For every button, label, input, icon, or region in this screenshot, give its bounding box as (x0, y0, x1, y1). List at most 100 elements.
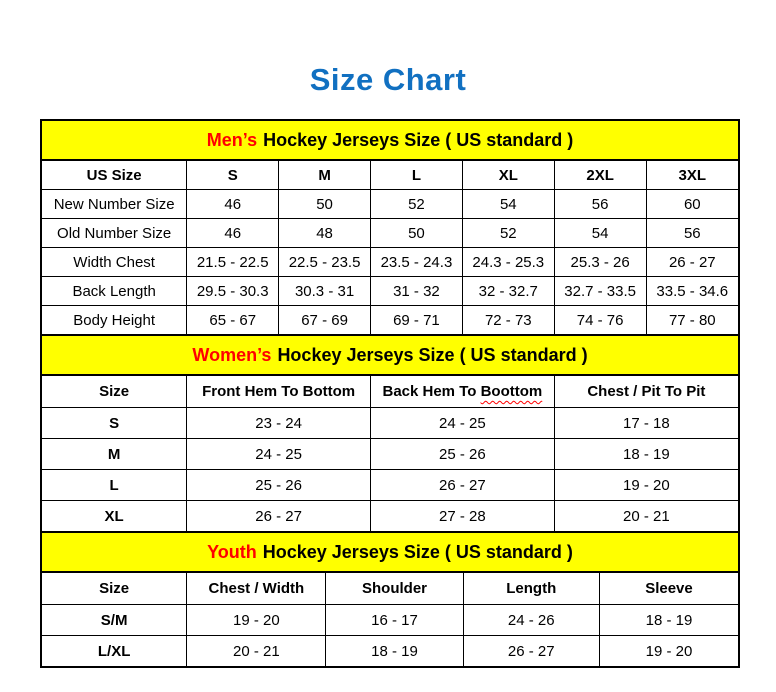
size-value-cell: 67 - 69 (278, 305, 371, 334)
size-value-cell: 19 - 20 (553, 469, 738, 501)
column-header-row: Size Front Hem To Bottom Back Hem To Boott… (42, 376, 738, 408)
size-value-cell: 20 - 21 (553, 500, 738, 531)
size-value-cell: 50 (278, 189, 371, 219)
size-value-cell: 31 - 32 (370, 276, 463, 306)
size-value-cell: 19 - 20 (186, 604, 327, 636)
size-value-cell: 25.3 - 26 (553, 247, 647, 277)
column-header-label: 2XL (586, 166, 614, 184)
column-header: 2XL (553, 161, 647, 190)
column-header-row: Size Chest / Width Shoulder Length Sleeve (42, 573, 738, 605)
size-value-cell: 46 (186, 218, 280, 248)
size-value-cell: 72 - 73 (461, 305, 555, 334)
column-header-label: L (411, 166, 422, 184)
column-header: L (370, 161, 463, 190)
size-value-cell: 18 - 19 (598, 604, 738, 636)
column-header-label: Length (506, 580, 557, 597)
column-header-label: XL (498, 166, 518, 184)
size-value-cell: 48 (278, 218, 371, 248)
column-header: M (278, 161, 371, 190)
size-value-cell: 23.5 - 24.3 (370, 247, 463, 277)
column-header: Sleeve (598, 573, 738, 605)
row-label: Body Height (42, 305, 188, 334)
size-value-cell: 20 - 21 (186, 635, 327, 666)
column-header-label: Size (99, 383, 130, 400)
section-title-highlight: Men’s (206, 130, 258, 150)
table-row: Width Chest 21.5 - 22.5 22.5 - 23.5 23.5 - … (42, 247, 738, 277)
column-header: Chest / Width (186, 573, 327, 605)
row-label: L/XL (42, 635, 188, 666)
size-value-cell: 24 - 25 (186, 438, 371, 470)
size-value-cell: 56 (553, 189, 647, 219)
column-header-label: Chest / Pit To Pit (587, 383, 706, 400)
size-value-cell: 46 (186, 189, 280, 219)
size-value-cell: 26 - 27 (186, 500, 371, 531)
column-header-row: US Size S M L XL 2XL 3XL (42, 161, 738, 190)
size-value-cell: 24 - 26 (462, 604, 600, 636)
size-value-cell: 18 - 19 (325, 635, 464, 666)
womens-size-table: Size Front Hem To Bottom Back Hem To Boott… (42, 376, 738, 531)
table-row: S 23 - 24 24 - 25 17 - 18 (42, 407, 738, 439)
column-header: Size (42, 573, 188, 605)
size-value-cell: 25 - 26 (186, 469, 371, 501)
section-title-text: Hockey Jerseys Size ( US standard ) (277, 345, 588, 365)
size-value-cell: 52 (370, 189, 463, 219)
column-header-label: 3XL (678, 166, 707, 184)
section-header-youth: Youth Hockey Jerseys Size ( US standard ) (42, 531, 738, 573)
table-row: L 25 - 26 26 - 27 19 - 20 (42, 469, 738, 501)
column-header-label: Back Hem To (382, 383, 481, 400)
section-title-highlight: Youth (207, 542, 257, 562)
column-header: XL (461, 161, 555, 190)
table-row: Back Length 29.5 - 30.3 30.3 - 31 31 - 32 32… (42, 276, 738, 306)
size-value-cell: 74 - 76 (553, 305, 647, 334)
size-value-cell: 50 (370, 218, 463, 248)
size-value-cell: 26 - 27 (645, 247, 738, 277)
size-value-cell: 65 - 67 (186, 305, 280, 334)
column-header: Shoulder (325, 573, 464, 605)
table-row: Body Height 65 - 67 67 - 69 69 - 71 72 - 73 7… (42, 305, 738, 334)
youth-size-table: Size Chest / Width Shoulder Length Sleeve S/M… (42, 573, 738, 666)
section-header-womens: Women’s Hockey Jerseys Size ( US standard… (42, 334, 738, 376)
size-value-cell: 54 (461, 189, 555, 219)
table-row: Old Number Size 46 48 50 52 54 56 (42, 218, 738, 248)
size-value-cell: 32.7 - 33.5 (553, 276, 647, 306)
size-value-cell: 22.5 - 23.5 (278, 247, 371, 277)
table-row: XL 26 - 27 27 - 28 20 - 21 (42, 500, 738, 531)
column-header-label: Chest / Width (208, 580, 305, 597)
size-value-cell: 52 (461, 218, 555, 248)
size-value-cell: 26 - 27 (462, 635, 600, 666)
column-header-label: M (318, 166, 331, 184)
column-header: Front Hem To Bottom (186, 376, 371, 408)
size-value-cell: 17 - 18 (553, 407, 738, 439)
size-value-cell: 60 (645, 189, 738, 219)
column-header: 3XL (645, 161, 738, 190)
size-value-cell: 77 - 80 (645, 305, 738, 334)
size-value-cell: 26 - 27 (370, 469, 555, 501)
mens-size-table: US Size S M L XL 2XL 3XL New Number Size 46 50 52 5… (42, 161, 738, 334)
size-value-cell: 24.3 - 25.3 (461, 247, 555, 277)
row-label: Old Number Size (42, 218, 188, 248)
size-value-cell: 33.5 - 34.6 (645, 276, 738, 306)
column-header: Size (42, 376, 188, 408)
section-title-text: Hockey Jerseys Size ( US standard ) (262, 542, 573, 562)
column-header: Back Hem To Boottom (370, 376, 555, 408)
size-value-cell: 32 - 32.7 (461, 276, 555, 306)
size-value-cell: 24 - 25 (370, 407, 555, 439)
page-title: Size Chart (309, 62, 467, 97)
section-title-highlight: Women’s (192, 345, 272, 365)
row-label: M (42, 438, 188, 470)
table-row: M 24 - 25 25 - 26 18 - 19 (42, 438, 738, 470)
table-row: L/XL 20 - 21 18 - 19 26 - 27 19 - 20 (42, 635, 738, 666)
column-header-label: Front Hem To Bottom (202, 383, 356, 400)
column-header-label: US Size (86, 166, 142, 184)
size-value-cell: 16 - 17 (325, 604, 464, 636)
column-header-label: Sleeve (645, 580, 693, 597)
column-header-label: Shoulder (362, 580, 428, 597)
row-label: Back Length (42, 276, 188, 306)
column-header: S (186, 161, 280, 190)
column-header: US Size (42, 161, 188, 190)
misspelled-word: Boottom (480, 383, 543, 400)
size-value-cell: 30.3 - 31 (278, 276, 371, 306)
row-label: Width Chest (42, 247, 188, 277)
row-label: XL (42, 500, 188, 531)
column-header: Length (462, 573, 600, 605)
